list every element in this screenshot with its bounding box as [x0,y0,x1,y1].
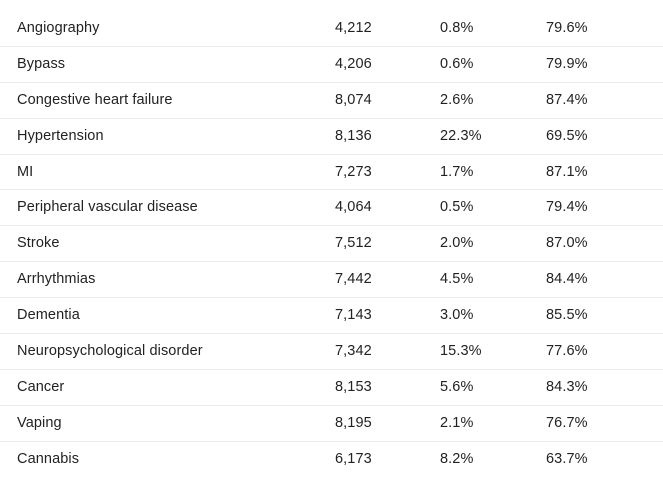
count-cell: 7,442 [335,271,372,288]
count-cell: 6,173 [335,450,372,467]
table-row: Bypass 4,206 0.6% 79.9% [0,47,663,83]
percent-cell: 85.5% [546,307,588,324]
table-row: Peripheral vascular disease 4,064 0.5% 7… [0,190,663,227]
percent-cell: 3.0% [440,307,474,324]
count-cell: 7,143 [335,307,372,324]
count-cell: 7,512 [335,235,372,252]
condition-cell: Neuropsychological disorder [17,343,203,360]
percent-cell: 2.1% [440,414,474,431]
count-cell: 4,206 [335,55,372,72]
condition-cell: Congestive heart failure [17,91,173,108]
percent-cell: 5.6% [440,378,474,395]
table-row: Neuropsychological disorder 7,342 15.3% … [0,334,663,370]
percent-cell: 22.3% [440,127,482,144]
table-row: Angiography 4,212 0.8% 79.6% [0,11,663,47]
percent-cell: 4.5% [440,271,474,288]
table-row: Arrhythmias 7,442 4.5% 84.4% [0,262,663,299]
percent-cell: 79.4% [546,199,588,216]
table-row: Congestive heart failure 8,074 2.6% 87.4… [0,83,663,119]
table-row: MI 7,273 1.7% 87.1% [0,155,663,191]
count-cell: 8,074 [335,91,372,108]
percent-cell: 0.6% [440,55,474,72]
table-row: Cancer 8,153 5.6% 84.3% [0,370,663,406]
percent-cell: 77.6% [546,343,588,360]
condition-cell: Hypertension [17,127,104,144]
count-cell: 8,153 [335,378,372,395]
condition-cell: Arrhythmias [17,271,96,288]
table-row: Cannabis 6,173 8.2% 63.7% [0,442,663,478]
condition-cell: Cannabis [17,450,80,467]
percent-cell: 1.7% [440,163,474,180]
percent-cell: 63.7% [546,450,588,467]
percent-cell: 87.4% [546,91,588,108]
condition-cell: Stroke [17,235,60,252]
table-row: Stroke 7,512 2.0% 87.0% [0,226,663,263]
percent-cell: 87.1% [546,163,588,180]
condition-cell: Vaping [17,414,62,431]
table-row: Vaping 8,195 2.1% 76.7% [0,406,663,442]
percent-cell: 15.3% [440,343,482,360]
percent-cell: 8.2% [440,450,474,467]
percent-cell: 76.7% [546,414,588,431]
count-cell: 4,212 [335,20,372,36]
count-cell: 4,064 [335,199,372,216]
table-row: Hypertension 8,136 22.3% 69.5% [0,119,663,155]
condition-cell: Peripheral vascular disease [17,199,198,216]
condition-cell: Bypass [17,55,66,72]
percent-cell: 69.5% [546,127,588,144]
condition-cell: MI [17,163,34,180]
percent-cell: 84.4% [546,271,588,288]
table-row: Dementia 7,143 3.0% 85.5% [0,298,663,335]
condition-cell: Angiography [17,20,100,36]
percent-cell: 84.3% [546,378,588,395]
data-table: Angiography 4,212 0.8% 79.6% Bypass 4,20… [0,11,663,478]
percent-cell: 87.0% [546,235,588,252]
count-cell: 7,342 [335,343,372,360]
condition-cell: Dementia [17,307,80,324]
percent-cell: 2.6% [440,91,474,108]
percent-cell: 0.8% [440,20,474,36]
count-cell: 7,273 [335,163,372,180]
percent-cell: 2.0% [440,235,474,252]
condition-cell: Cancer [17,378,65,395]
percent-cell: 0.5% [440,199,474,216]
percent-cell: 79.9% [546,55,588,72]
count-cell: 8,195 [335,414,372,431]
percent-cell: 79.6% [546,20,588,36]
count-cell: 8,136 [335,127,372,144]
